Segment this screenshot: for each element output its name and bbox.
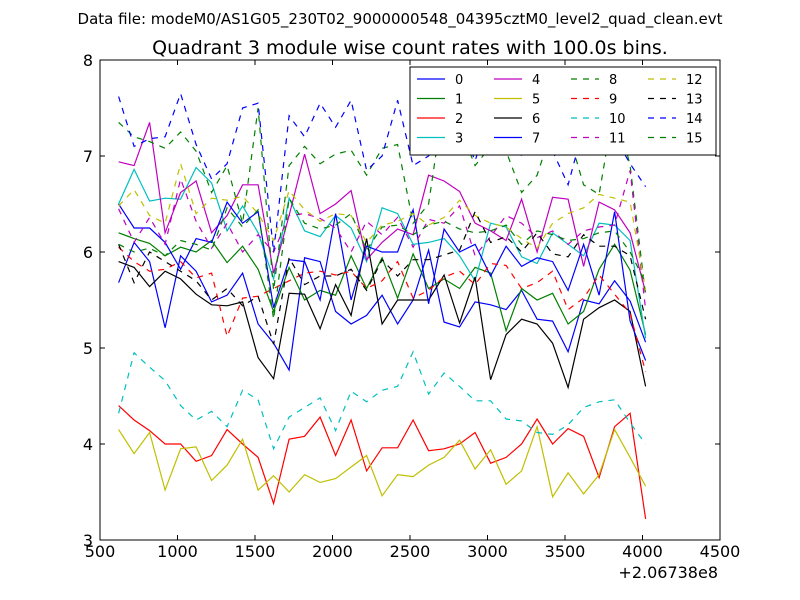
x-tick-label: 1500 (235, 542, 276, 561)
legend-label-10: 10 (609, 112, 626, 127)
series-line-15 (118, 196, 647, 320)
x-tick-label: 2000 (312, 542, 353, 561)
y-tick-label: 5 (83, 339, 93, 358)
legend-label-1: 1 (455, 93, 463, 108)
series-line-2 (118, 405, 647, 519)
legend-label-9: 9 (609, 93, 617, 108)
x-tick-label: 500 (85, 542, 116, 561)
x-tick-label: 4000 (622, 542, 663, 561)
legend-label-8: 8 (609, 73, 617, 88)
chart-suptitle: Data file: modeM0/AS1G05_230T02_90000005… (78, 10, 723, 29)
x-tick-label: 2500 (390, 542, 431, 561)
series-line-10 (118, 350, 647, 451)
legend-label-11: 11 (609, 132, 626, 147)
series-line-0 (118, 241, 647, 372)
y-tick-label: 4 (83, 435, 93, 454)
series-line-7 (118, 200, 647, 361)
x-tick-label: 3000 (467, 542, 508, 561)
legend-label-13: 13 (686, 93, 703, 108)
series-layer (118, 91, 647, 519)
chart-title: Quadrant 3 module wise count rates with … (152, 37, 668, 59)
legend-label-0: 0 (455, 73, 463, 88)
series-line-13 (118, 210, 647, 345)
legend-label-4: 4 (532, 73, 540, 88)
legend-label-5: 5 (532, 93, 540, 108)
series-line-12 (118, 161, 647, 291)
x-tick-label: 1000 (157, 542, 198, 561)
series-line-11 (118, 170, 647, 310)
legend-label-14: 14 (686, 112, 703, 127)
legend-label-12: 12 (686, 73, 703, 88)
y-tick-label: 8 (83, 51, 93, 70)
x-axis-offset-label: +2.06738e8 (618, 563, 718, 582)
legend-label-3: 3 (455, 132, 463, 147)
x-tick-label: 4500 (700, 542, 741, 561)
series-line-4 (118, 122, 647, 293)
x-tick-label: 3500 (545, 542, 586, 561)
series-line-1 (118, 232, 647, 335)
legend-label-6: 6 (532, 112, 540, 127)
y-tick-label: 6 (83, 243, 93, 262)
y-tick-label: 3 (83, 531, 93, 550)
series-line-9 (118, 246, 647, 373)
series-line-14 (118, 91, 647, 253)
legend-label-2: 2 (455, 112, 463, 127)
y-tick-label: 7 (83, 147, 93, 166)
series-line-6 (118, 238, 647, 390)
axis-ticks: 500 1000 1500 2000 2500 3000 3500 4000 4500 3 4 5 6 7… (83, 51, 741, 561)
legend-box (409, 66, 717, 156)
series-line-3 (118, 166, 647, 339)
legend-label-15: 15 (686, 132, 703, 147)
series-line-5 (118, 424, 647, 499)
legend-label-7: 7 (532, 132, 540, 147)
